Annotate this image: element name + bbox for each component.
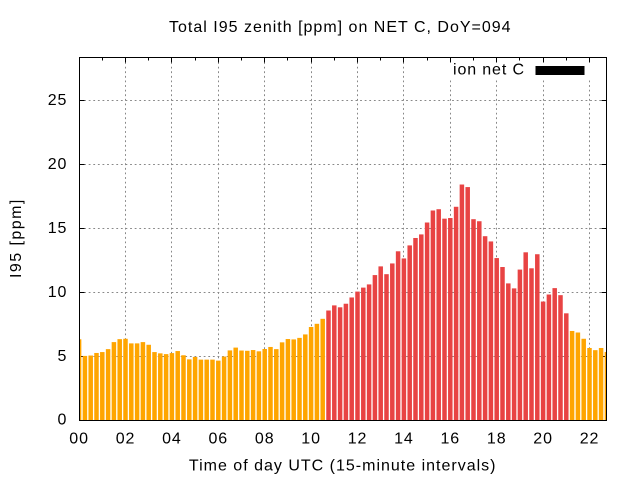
svg-text:18: 18 [487, 431, 507, 448]
svg-text:20: 20 [533, 431, 553, 448]
svg-text:08: 08 [255, 431, 275, 448]
svg-text:Time of day UTC (15-minute int: Time of day UTC (15-minute intervals) [189, 457, 497, 474]
svg-text:10: 10 [301, 431, 321, 448]
svg-text:Total I95 zenith [ppm] on NET: Total I95 zenith [ppm] on NET C, DoY=094 [169, 19, 512, 36]
svg-text:0: 0 [57, 412, 67, 429]
svg-text:02: 02 [116, 431, 136, 448]
svg-text:12: 12 [348, 431, 368, 448]
svg-text:I95 [ppm]: I95 [ppm] [8, 198, 25, 278]
svg-text:15: 15 [48, 220, 68, 237]
svg-text:20: 20 [48, 156, 68, 173]
svg-text:04: 04 [162, 431, 182, 448]
svg-text:16: 16 [440, 431, 460, 448]
svg-text:10: 10 [48, 284, 68, 301]
svg-text:14: 14 [394, 431, 414, 448]
svg-text:25: 25 [48, 92, 68, 109]
svg-text:5: 5 [57, 348, 67, 365]
svg-text:ion net C: ion net C [453, 62, 525, 79]
svg-text:00: 00 [69, 431, 89, 448]
svg-text:22: 22 [580, 431, 600, 448]
svg-text:06: 06 [208, 431, 228, 448]
